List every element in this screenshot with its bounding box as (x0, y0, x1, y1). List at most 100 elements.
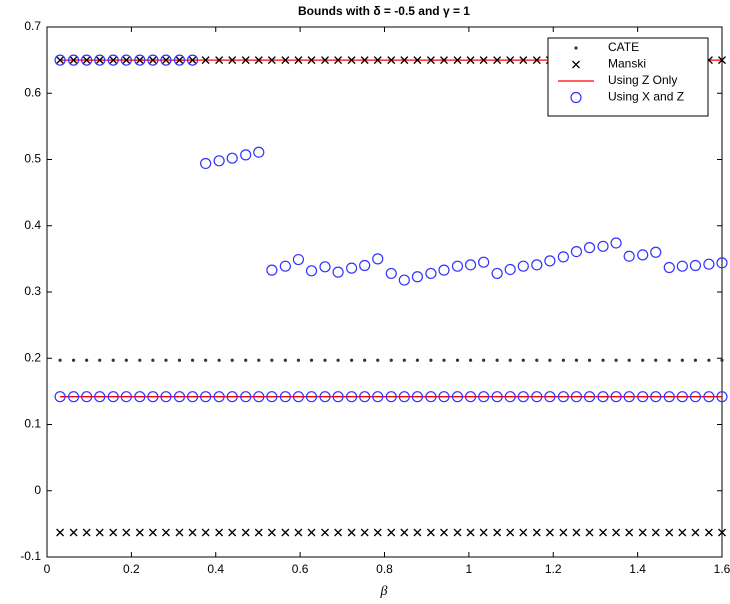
dot-marker (627, 358, 631, 362)
x-tick-label: 0.8 (376, 562, 393, 576)
circle-marker (67, 391, 80, 403)
y-tick-label: 0.1 (24, 417, 41, 431)
circle-marker (438, 391, 450, 403)
circle-marker (372, 253, 384, 265)
circle-marker (398, 391, 410, 403)
circle-marker (120, 54, 132, 66)
dot-marker (574, 358, 579, 362)
x-marker (334, 56, 343, 65)
x-marker (201, 528, 210, 537)
dot-marker (124, 358, 128, 362)
x-marker (413, 56, 422, 65)
x-marker (440, 56, 448, 65)
x-marker (519, 528, 528, 537)
circle-marker (583, 242, 596, 254)
x-marker (201, 56, 210, 65)
x-marker (413, 528, 422, 537)
circle-marker (425, 391, 437, 403)
circle-marker (147, 391, 159, 403)
dot-marker (641, 358, 645, 362)
circle-marker (81, 391, 93, 403)
x-marker (691, 528, 700, 537)
x-marker (95, 528, 104, 537)
legend-box (547, 37, 709, 117)
y-tick-label: -0.1 (20, 549, 41, 563)
x-marker (612, 528, 621, 537)
dot-marker (442, 358, 446, 362)
dot-marker (270, 358, 274, 362)
x-marker (453, 56, 462, 65)
circle-marker (689, 259, 702, 272)
plot-frame (46, 26, 723, 558)
circle-marker (107, 391, 119, 403)
circle-marker (716, 391, 728, 403)
dot-marker (535, 358, 539, 362)
circle-marker (279, 260, 291, 272)
x-axis-label: β (380, 584, 388, 599)
x-marker (135, 56, 144, 65)
dot-marker (190, 358, 195, 362)
x-marker (95, 56, 104, 65)
y-tick-label: 0.4 (24, 218, 41, 232)
x-tick-label: 0.6 (292, 562, 309, 576)
dot-marker (283, 358, 287, 362)
x-marker (56, 528, 65, 537)
circle-marker (345, 262, 358, 274)
x-marker (718, 528, 726, 537)
dot-marker (296, 358, 301, 362)
x-marker (453, 528, 462, 537)
x-marker (162, 528, 170, 537)
dot-marker (693, 358, 698, 362)
x-marker (82, 528, 91, 537)
circle-marker (689, 391, 702, 403)
circle-marker (557, 391, 569, 403)
x-marker (440, 528, 448, 537)
circle-marker (663, 391, 675, 403)
dot-marker (71, 358, 76, 362)
y-tick-label: 0.6 (24, 85, 41, 99)
x-marker (307, 528, 316, 537)
x-marker (347, 528, 356, 537)
dot-marker (336, 358, 340, 362)
x-marker (506, 56, 515, 65)
circle-marker (504, 263, 516, 276)
x-marker (241, 528, 250, 537)
x-marker (466, 528, 475, 537)
circle-marker (292, 391, 305, 403)
x-marker (122, 56, 131, 65)
circle-marker (491, 267, 503, 280)
dot-marker (230, 358, 234, 362)
dot-marker (667, 358, 671, 362)
circle-marker (703, 258, 715, 270)
legend-swatch (574, 46, 578, 50)
y-tick-label: 0.3 (24, 284, 41, 298)
circle-marker (160, 391, 172, 403)
circle-marker (240, 149, 252, 161)
legend-swatch (572, 60, 580, 69)
circle-marker (464, 391, 477, 403)
x-marker (599, 528, 607, 537)
dot-marker (495, 358, 499, 362)
x-marker (347, 56, 356, 65)
circle-marker (650, 391, 662, 403)
circle-marker (213, 155, 225, 167)
circle-marker (253, 146, 265, 158)
x-marker (294, 528, 303, 537)
dot-marker (429, 358, 433, 362)
x-marker (519, 56, 528, 65)
dot-marker (587, 358, 592, 362)
x-marker (572, 528, 581, 537)
y-tick-label: 0.7 (24, 19, 41, 33)
circle-marker (438, 264, 450, 276)
circle-marker (610, 391, 622, 403)
x-marker (360, 56, 369, 65)
circle-marker (226, 391, 238, 403)
circle-marker (200, 157, 212, 170)
dot-marker (217, 358, 221, 362)
circle-marker (94, 54, 106, 66)
x-marker (135, 528, 144, 537)
circle-marker (650, 246, 662, 258)
circle-marker (305, 391, 318, 403)
circle-marker (319, 391, 331, 403)
circle-marker (81, 54, 93, 66)
